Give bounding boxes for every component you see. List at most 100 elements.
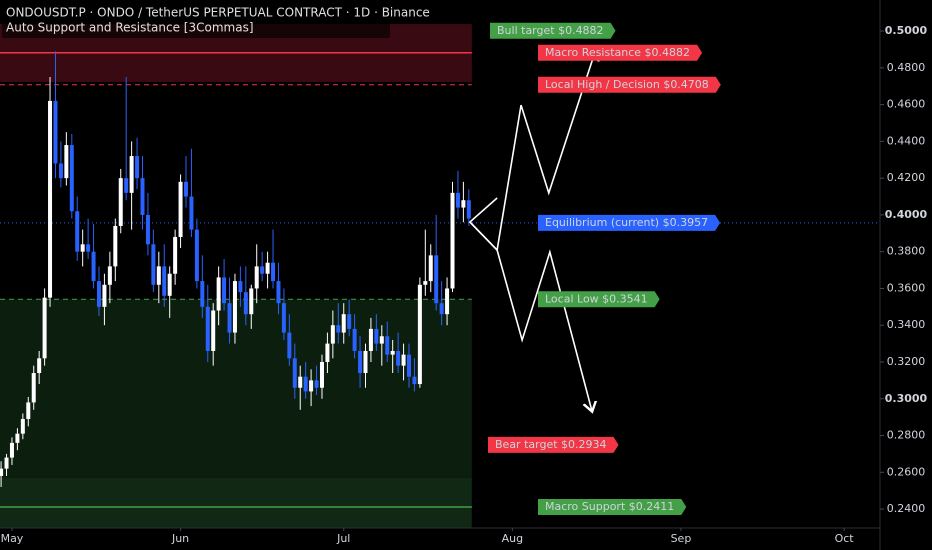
candle-body	[178, 181, 183, 237]
candle-body	[124, 178, 129, 193]
candle-body	[461, 200, 466, 208]
level-label: Local High / Decision $0.4708	[545, 78, 709, 91]
label-tag	[538, 291, 660, 308]
y-tick-label: 0.4600	[887, 98, 926, 111]
y-tick-label: 0.4200	[887, 171, 926, 184]
level-label: Bear target $0.2934	[495, 438, 607, 451]
candle-body	[325, 343, 330, 362]
candle-body	[254, 266, 259, 289]
header-bg	[2, 4, 390, 38]
candle-body	[423, 281, 428, 285]
y-tick-label: 0.2800	[887, 429, 926, 442]
candle-body	[189, 196, 194, 230]
candle-body	[53, 100, 58, 164]
candle-body	[129, 156, 134, 193]
candle-body	[118, 178, 123, 226]
y-tick-label: 0.3600	[887, 281, 926, 294]
candle-body	[450, 192, 455, 289]
y-tick-label: 0.4000	[885, 208, 928, 221]
candle-body	[363, 350, 368, 374]
candle-body	[211, 310, 216, 351]
candle-body	[184, 181, 189, 197]
candle-body	[227, 303, 232, 333]
candle-body	[216, 277, 221, 311]
candle-body	[102, 284, 107, 307]
candle-body	[151, 244, 156, 285]
candle-body	[48, 100, 53, 298]
candle-body	[42, 297, 47, 359]
level-label: Macro Support $0.2411	[545, 500, 674, 513]
candle-body	[75, 211, 80, 252]
y-tick-label: 0.2400	[887, 502, 926, 515]
candle-body	[249, 288, 254, 315]
candle-body	[0, 468, 4, 476]
candle-body	[64, 145, 69, 179]
level-label: Local Low $0.3541	[545, 292, 648, 305]
candle-body	[309, 380, 314, 392]
candle-body	[396, 350, 401, 366]
candle-body	[271, 262, 276, 282]
label-tag	[538, 214, 721, 231]
level-label: Macro Resistance $0.4882	[545, 46, 690, 59]
y-tick-label: 0.3000	[885, 392, 928, 405]
candle-body	[194, 229, 199, 282]
label-tag	[538, 44, 703, 61]
candle-body	[434, 255, 439, 304]
candle-body	[232, 281, 237, 333]
candle-body	[91, 251, 96, 282]
candle-body	[341, 314, 346, 333]
candle-body	[156, 266, 161, 285]
candle-body	[145, 214, 150, 245]
candle-body	[352, 328, 357, 351]
candle-body	[412, 376, 417, 385]
candle-body	[140, 178, 145, 215]
zone	[0, 477, 472, 528]
candle-body	[107, 266, 112, 285]
y-tick-label: 0.3200	[887, 355, 926, 368]
x-tick-label: Aug	[502, 532, 523, 545]
candle-body	[80, 244, 85, 252]
x-tick-label: Sep	[671, 532, 692, 545]
candle-body	[162, 266, 167, 296]
candle-body	[330, 325, 335, 344]
x-tick-label: Jul	[336, 532, 350, 545]
y-tick-label: 0.4400	[887, 134, 926, 147]
x-tick-label: May	[1, 532, 24, 545]
candle-body	[173, 236, 178, 274]
candle-body	[58, 163, 63, 179]
level-label: Equilibrium (current) $0.3957	[545, 216, 708, 229]
label-tag	[538, 499, 687, 516]
candle-body	[243, 292, 248, 315]
y-tick-label: 0.4800	[887, 61, 926, 74]
candle-body	[113, 225, 118, 267]
candle-body	[292, 358, 297, 388]
candle-body	[135, 156, 140, 179]
candle-body	[205, 306, 210, 351]
candle-body	[466, 200, 471, 219]
candle-body	[445, 288, 450, 315]
candle-body	[15, 433, 20, 443]
candle-body	[379, 336, 384, 344]
candle-body	[374, 328, 379, 344]
y-tick-label: 0.2600	[887, 465, 926, 478]
candle-body	[4, 457, 9, 469]
y-tick-label: 0.3400	[887, 318, 926, 331]
candle-body	[26, 402, 31, 419]
chart-title: ONDOUSDT.P · ONDO / TetherUS PERPETUAL C…	[6, 6, 430, 20]
candle-body	[281, 303, 286, 333]
candle-body	[200, 281, 205, 307]
candle-body	[401, 354, 406, 366]
candle-body	[314, 380, 319, 388]
candle-body	[167, 273, 172, 296]
candle-body	[347, 314, 352, 329]
candle-body	[455, 192, 460, 208]
candle-body	[238, 281, 243, 293]
candle-body	[406, 354, 411, 377]
candle-body	[336, 325, 341, 333]
candle-body	[303, 376, 308, 392]
projection-path	[469, 221, 592, 410]
candle-body	[368, 328, 373, 351]
candle-body	[37, 358, 42, 374]
